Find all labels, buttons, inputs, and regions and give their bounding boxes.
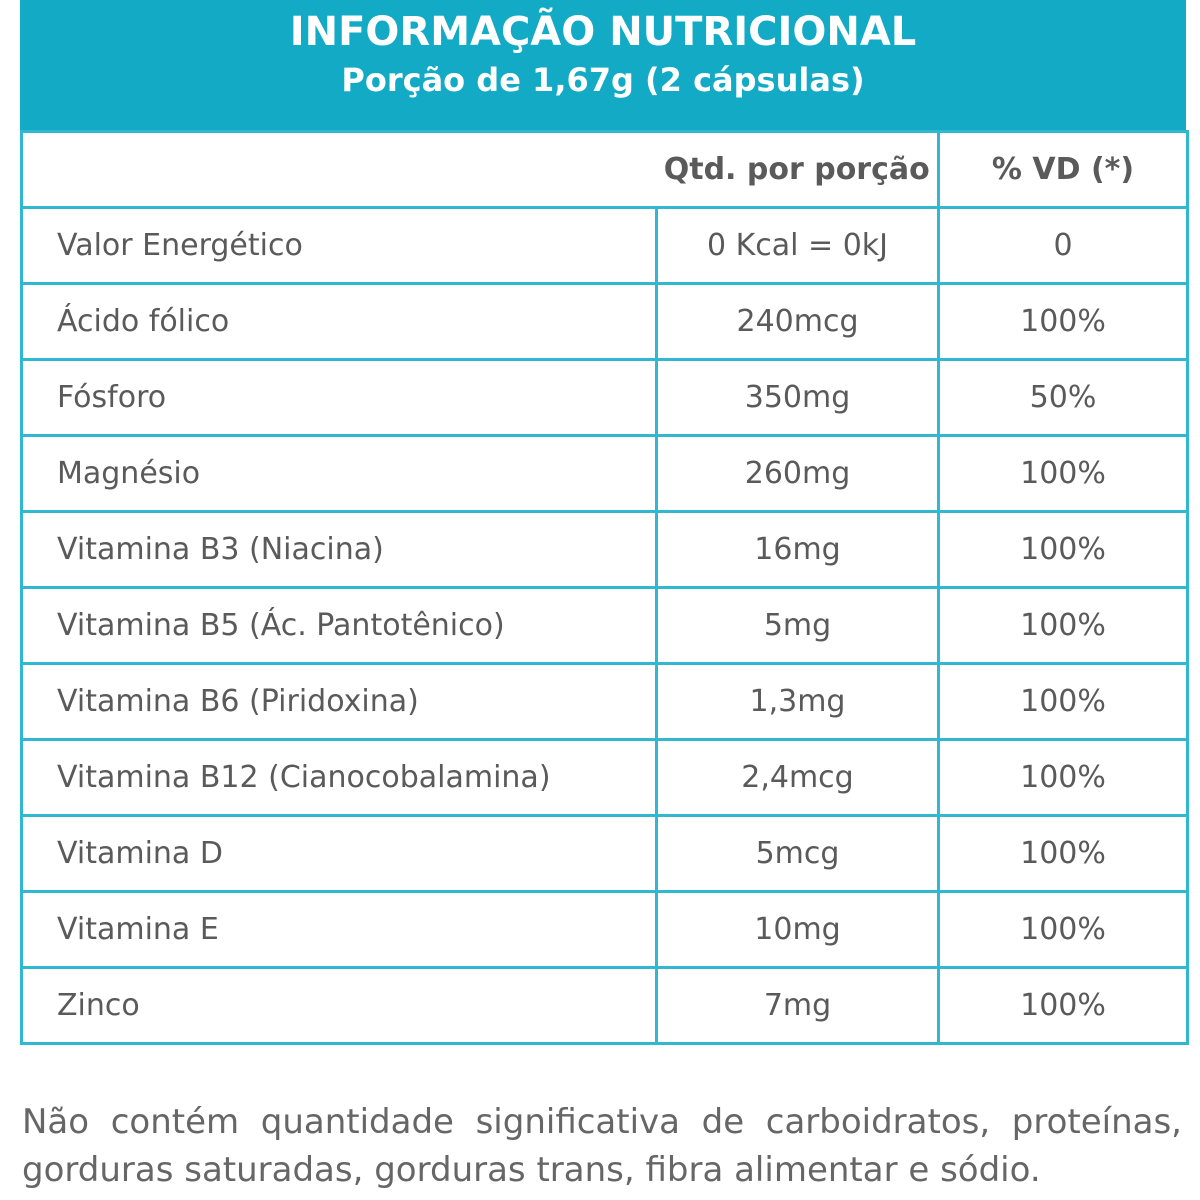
nutrient-daily-value: 100% (937, 282, 1189, 361)
nutrient-name: Valor Energético (20, 206, 658, 285)
column-header-row: Qtd. por porção % VD (*) (20, 130, 1189, 209)
table-header-banner: INFORMAÇÃO NUTRICIONAL Porção de 1,67g (… (20, 0, 1186, 130)
table-row: Vitamina B5 (Ác. Pantotênico) 5mg 100% (20, 586, 1189, 665)
nutrient-quantity: 5mcg (655, 814, 940, 893)
nutrient-daily-value: 100% (937, 434, 1189, 513)
nutrient-quantity: 10mg (655, 890, 940, 969)
nutrient-daily-value: 100% (937, 814, 1189, 893)
nutrition-table: Qtd. por porção % VD (*) Valor Energétic… (20, 130, 1189, 1045)
column-header-qty: Qtd. por porção (656, 130, 940, 209)
table-row: Magnésio 260mg 100% (20, 434, 1189, 513)
table-row: Zinco 7mg 100% (20, 966, 1189, 1045)
nutrient-daily-value: 100% (937, 890, 1189, 969)
nutrient-quantity: 350mg (655, 358, 940, 437)
column-header-vd: % VD (*) (937, 130, 1189, 209)
nutrient-daily-value: 100% (937, 966, 1189, 1045)
nutrient-quantity: 5mg (655, 586, 940, 665)
nutrient-name: Fósforo (20, 358, 658, 437)
nutrient-quantity: 7mg (655, 966, 940, 1045)
nutrient-name: Vitamina B3 (Niacina) (20, 510, 658, 589)
footnote: Não contém quantidade significativa de c… (22, 1102, 1182, 1190)
nutrient-name: Vitamina B6 (Piridoxina) (20, 662, 658, 741)
nutrient-daily-value: 100% (937, 586, 1189, 665)
nutrient-name: Vitamina B12 (Cianocobalamina) (20, 738, 658, 817)
table-row: Vitamina B3 (Niacina) 16mg 100% (20, 510, 1189, 589)
nutrient-name: Vitamina E (20, 890, 658, 969)
nutrient-daily-value: 100% (937, 662, 1189, 741)
nutrient-quantity: 16mg (655, 510, 940, 589)
page-title: INFORMAÇÃO NUTRICIONAL (289, 9, 917, 55)
nutrient-quantity: 1,3mg (655, 662, 940, 741)
table-row: Vitamina B6 (Piridoxina) 1,3mg 100% (20, 662, 1189, 741)
table-row: Valor Energético 0 Kcal = 0kJ 0 (20, 206, 1189, 285)
nutrient-daily-value: 100% (937, 738, 1189, 817)
table-row: Vitamina B12 (Cianocobalamina) 2,4mcg 100% (20, 738, 1189, 817)
nutrient-quantity: 0 Kcal = 0kJ (655, 206, 940, 285)
nutrient-name: Vitamina B5 (Ác. Pantotênico) (20, 586, 658, 665)
nutrient-daily-value: 50% (937, 358, 1189, 437)
column-header-name (20, 130, 657, 209)
table-row: Fósforo 350mg 50% (20, 358, 1189, 437)
nutrient-daily-value: 100% (937, 510, 1189, 589)
nutrient-name: Zinco (20, 966, 658, 1045)
nutrient-quantity: 260mg (655, 434, 940, 513)
table-row: Ácido fólico 240mcg 100% (20, 282, 1189, 361)
table-row: Vitamina E 10mg 100% (20, 890, 1189, 969)
nutrient-daily-value: 0 (937, 206, 1189, 285)
serving-size: Porção de 1,67g (2 cápsulas) (341, 61, 865, 99)
nutrient-name: Magnésio (20, 434, 658, 513)
nutrient-name: Ácido fólico (20, 282, 658, 361)
nutrient-quantity: 2,4mcg (655, 738, 940, 817)
nutrient-quantity: 240mcg (655, 282, 940, 361)
nutrient-name: Vitamina D (20, 814, 658, 893)
table-row: Vitamina D 5mcg 100% (20, 814, 1189, 893)
